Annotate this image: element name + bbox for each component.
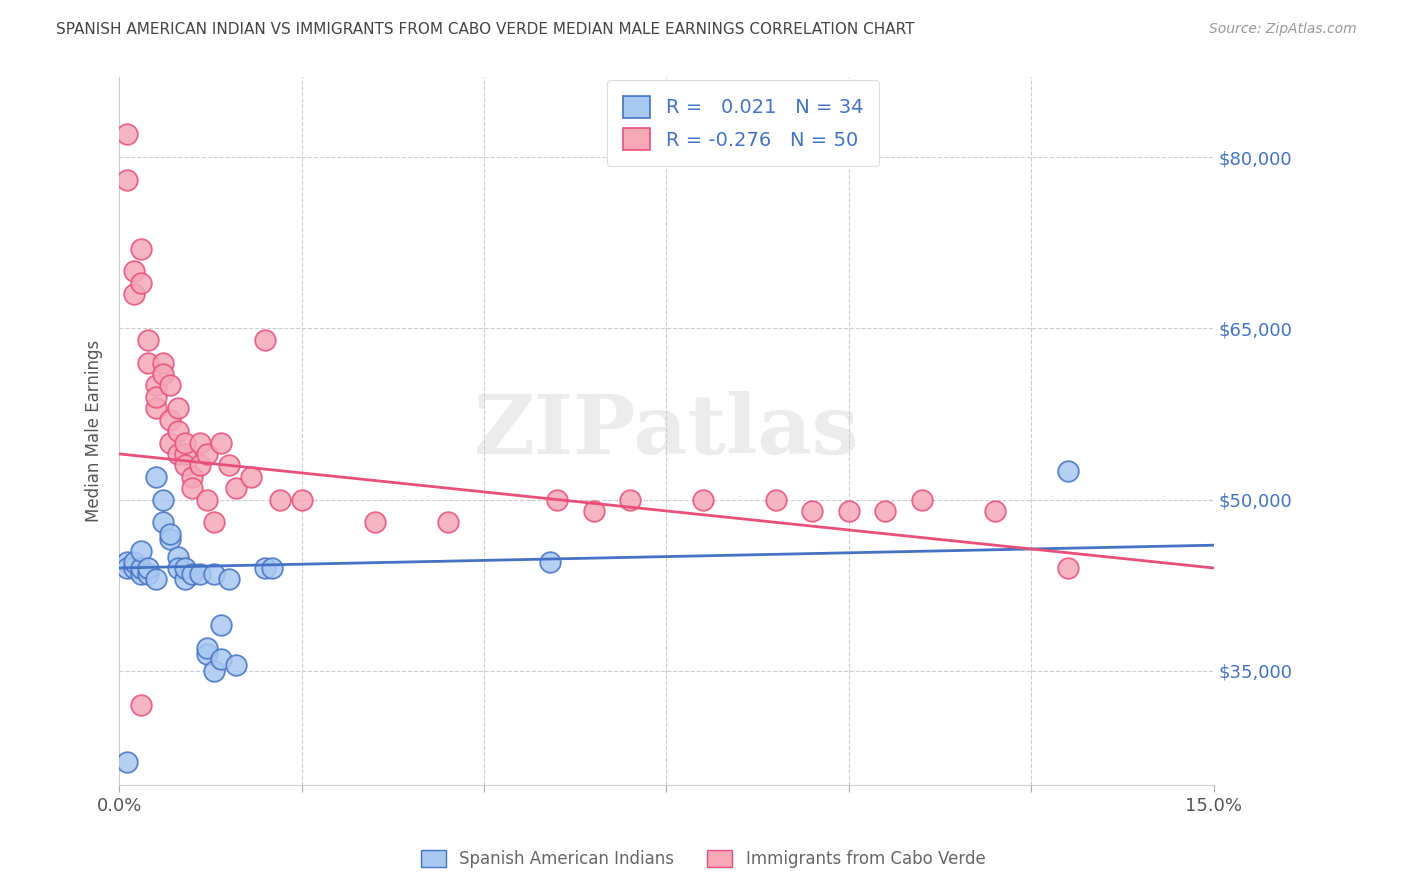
Text: Source: ZipAtlas.com: Source: ZipAtlas.com: [1209, 22, 1357, 37]
Point: [546, 492, 568, 507]
Point: [209, 652, 232, 666]
Text: SPANISH AMERICAN INDIAN VS IMMIGRANTS FROM CABO VERDE MEDIAN MALE EARNINGS CORRE: SPANISH AMERICAN INDIAN VS IMMIGRANTS FR…: [56, 22, 915, 37]
Point: [166, 447, 188, 461]
Point: [152, 492, 174, 507]
Point: [166, 401, 188, 416]
Point: [115, 561, 138, 575]
Point: [911, 492, 934, 507]
Point: [181, 481, 204, 495]
Point: [195, 447, 218, 461]
Point: [188, 458, 211, 473]
Point: [269, 492, 291, 507]
Point: [202, 566, 225, 581]
Legend: Spanish American Indians, Immigrants from Cabo Verde: Spanish American Indians, Immigrants fro…: [413, 843, 993, 875]
Point: [239, 469, 262, 483]
Point: [152, 367, 174, 381]
Point: [984, 504, 1007, 518]
Point: [152, 516, 174, 530]
Point: [115, 755, 138, 769]
Point: [129, 242, 152, 256]
Legend: R =   0.021   N = 34, R = -0.276   N = 50: R = 0.021 N = 34, R = -0.276 N = 50: [607, 80, 879, 166]
Point: [195, 492, 218, 507]
Point: [145, 469, 167, 483]
Point: [188, 566, 211, 581]
Point: [195, 640, 218, 655]
Point: [225, 657, 247, 672]
Point: [202, 664, 225, 678]
Point: [174, 561, 197, 575]
Point: [138, 356, 160, 370]
Point: [254, 333, 277, 347]
Point: [166, 561, 188, 575]
Point: [129, 561, 152, 575]
Point: [195, 647, 218, 661]
Point: [291, 492, 314, 507]
Point: [129, 698, 152, 712]
Point: [122, 287, 145, 301]
Point: [159, 533, 181, 547]
Point: [138, 566, 160, 581]
Point: [145, 573, 167, 587]
Point: [838, 504, 860, 518]
Point: [875, 504, 897, 518]
Point: [174, 447, 197, 461]
Point: [129, 276, 152, 290]
Point: [225, 481, 247, 495]
Point: [209, 435, 232, 450]
Y-axis label: Median Male Earnings: Median Male Earnings: [86, 340, 103, 522]
Point: [262, 561, 284, 575]
Point: [218, 573, 240, 587]
Point: [254, 561, 277, 575]
Point: [138, 333, 160, 347]
Point: [181, 469, 204, 483]
Point: [159, 435, 181, 450]
Point: [129, 566, 152, 581]
Point: [218, 458, 240, 473]
Point: [115, 128, 138, 142]
Point: [138, 561, 160, 575]
Point: [538, 555, 561, 569]
Point: [159, 378, 181, 392]
Point: [145, 390, 167, 404]
Point: [619, 492, 641, 507]
Point: [122, 264, 145, 278]
Point: [166, 424, 188, 438]
Point: [209, 618, 232, 632]
Point: [1056, 464, 1078, 478]
Point: [363, 516, 385, 530]
Point: [115, 555, 138, 569]
Point: [166, 549, 188, 564]
Point: [188, 435, 211, 450]
Point: [1056, 561, 1078, 575]
Point: [159, 526, 181, 541]
Point: [122, 555, 145, 569]
Point: [202, 516, 225, 530]
Point: [174, 435, 197, 450]
Point: [801, 504, 824, 518]
Point: [582, 504, 605, 518]
Point: [159, 413, 181, 427]
Point: [174, 458, 197, 473]
Text: ZIPatlas: ZIPatlas: [474, 391, 859, 471]
Point: [115, 173, 138, 187]
Point: [152, 356, 174, 370]
Point: [145, 378, 167, 392]
Point: [436, 516, 458, 530]
Point: [765, 492, 787, 507]
Point: [181, 566, 204, 581]
Point: [122, 561, 145, 575]
Point: [692, 492, 714, 507]
Point: [129, 544, 152, 558]
Point: [174, 573, 197, 587]
Point: [145, 401, 167, 416]
